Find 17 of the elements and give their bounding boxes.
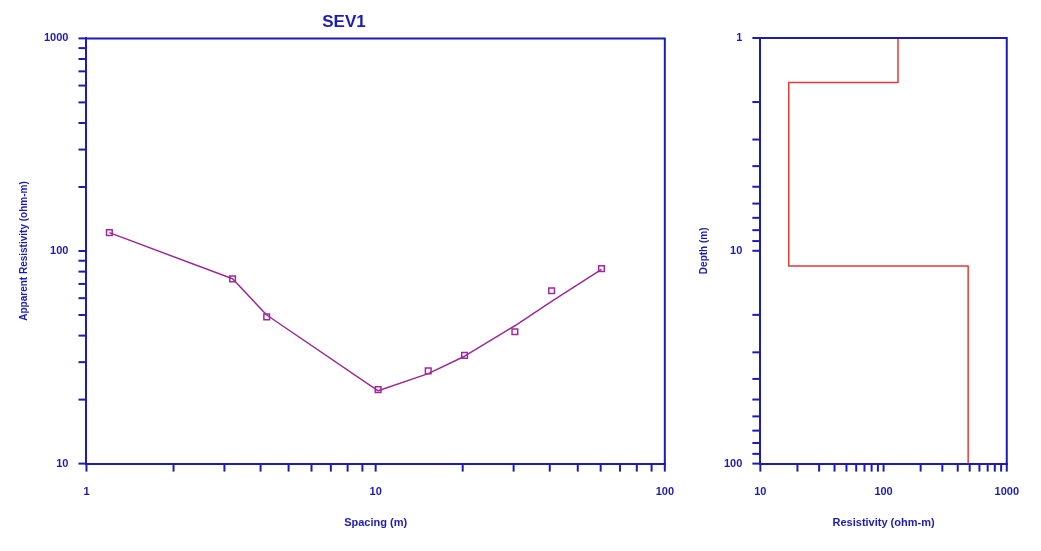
x-tick-label: 1000 bbox=[994, 485, 1020, 498]
y-tick-label: 1000 bbox=[43, 31, 69, 44]
x-axis-title: Spacing (m) bbox=[344, 516, 408, 529]
y-axis-title: Depth (m) bbox=[697, 227, 709, 275]
x-tick-label: 1 bbox=[83, 485, 90, 498]
y-tick-label: 100 bbox=[723, 456, 743, 469]
y-tick-label: 100 bbox=[50, 244, 69, 257]
x-tick-label: 100 bbox=[655, 485, 674, 498]
x-tick-label: 10 bbox=[754, 485, 767, 498]
y-tick-label: 10 bbox=[730, 243, 743, 256]
y-tick-label: 10 bbox=[56, 456, 69, 469]
x-tick-label: 10 bbox=[369, 485, 382, 498]
chart-title: SEV1 bbox=[322, 11, 366, 31]
y-tick-label: 1 bbox=[736, 31, 743, 44]
x-axis-title: Resistivity (ohm-m) bbox=[832, 516, 935, 529]
y-axis-title: Apparent Resistivity (ohm-m) bbox=[17, 181, 29, 321]
x-tick-label: 100 bbox=[874, 485, 893, 498]
